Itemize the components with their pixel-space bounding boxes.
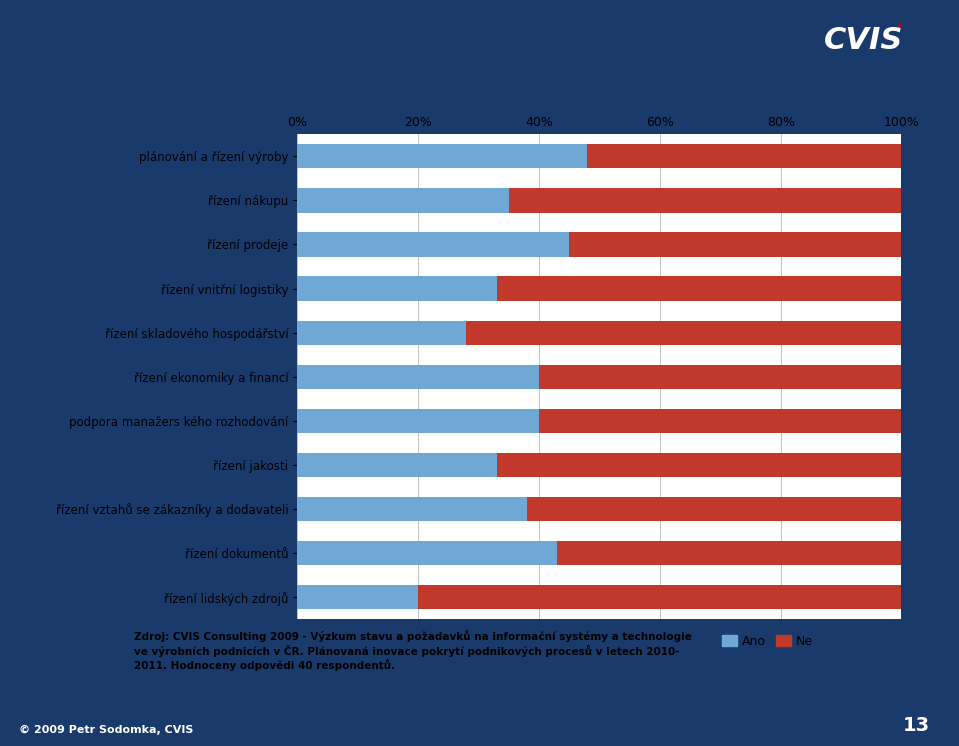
- Bar: [297, 144, 587, 169]
- Bar: [297, 365, 539, 389]
- Text: 13: 13: [903, 716, 930, 735]
- Text: •: •: [896, 19, 903, 33]
- Bar: [508, 188, 901, 213]
- Text: CVIS: CVIS: [824, 26, 902, 55]
- Bar: [297, 541, 557, 565]
- Text: © 2009 Petr Sodomka, CVIS: © 2009 Petr Sodomka, CVIS: [19, 724, 194, 735]
- Bar: [587, 144, 901, 169]
- Bar: [297, 277, 497, 301]
- Bar: [297, 585, 418, 609]
- Text: Plánované inovace pokrytí ICT dle podnikových procesů: Plánované inovace pokrytí ICT dle podnik…: [134, 78, 920, 105]
- Bar: [297, 321, 466, 345]
- Bar: [297, 232, 570, 257]
- Bar: [466, 321, 901, 345]
- Bar: [297, 453, 497, 477]
- Bar: [539, 365, 901, 389]
- Bar: [570, 232, 901, 257]
- Legend: Ano, Ne: Ano, Ne: [716, 630, 818, 653]
- Bar: [297, 188, 508, 213]
- Bar: [297, 409, 539, 433]
- Bar: [526, 497, 901, 521]
- Bar: [539, 409, 901, 433]
- Bar: [297, 497, 526, 521]
- Text: Zdroj: CVIS Consulting 2009 - Výzkum stavu a požadavků na informační systémy a t: Zdroj: CVIS Consulting 2009 - Výzkum sta…: [134, 630, 692, 671]
- Bar: [497, 277, 901, 301]
- Bar: [557, 541, 901, 565]
- Bar: [497, 453, 901, 477]
- Bar: [418, 585, 901, 609]
